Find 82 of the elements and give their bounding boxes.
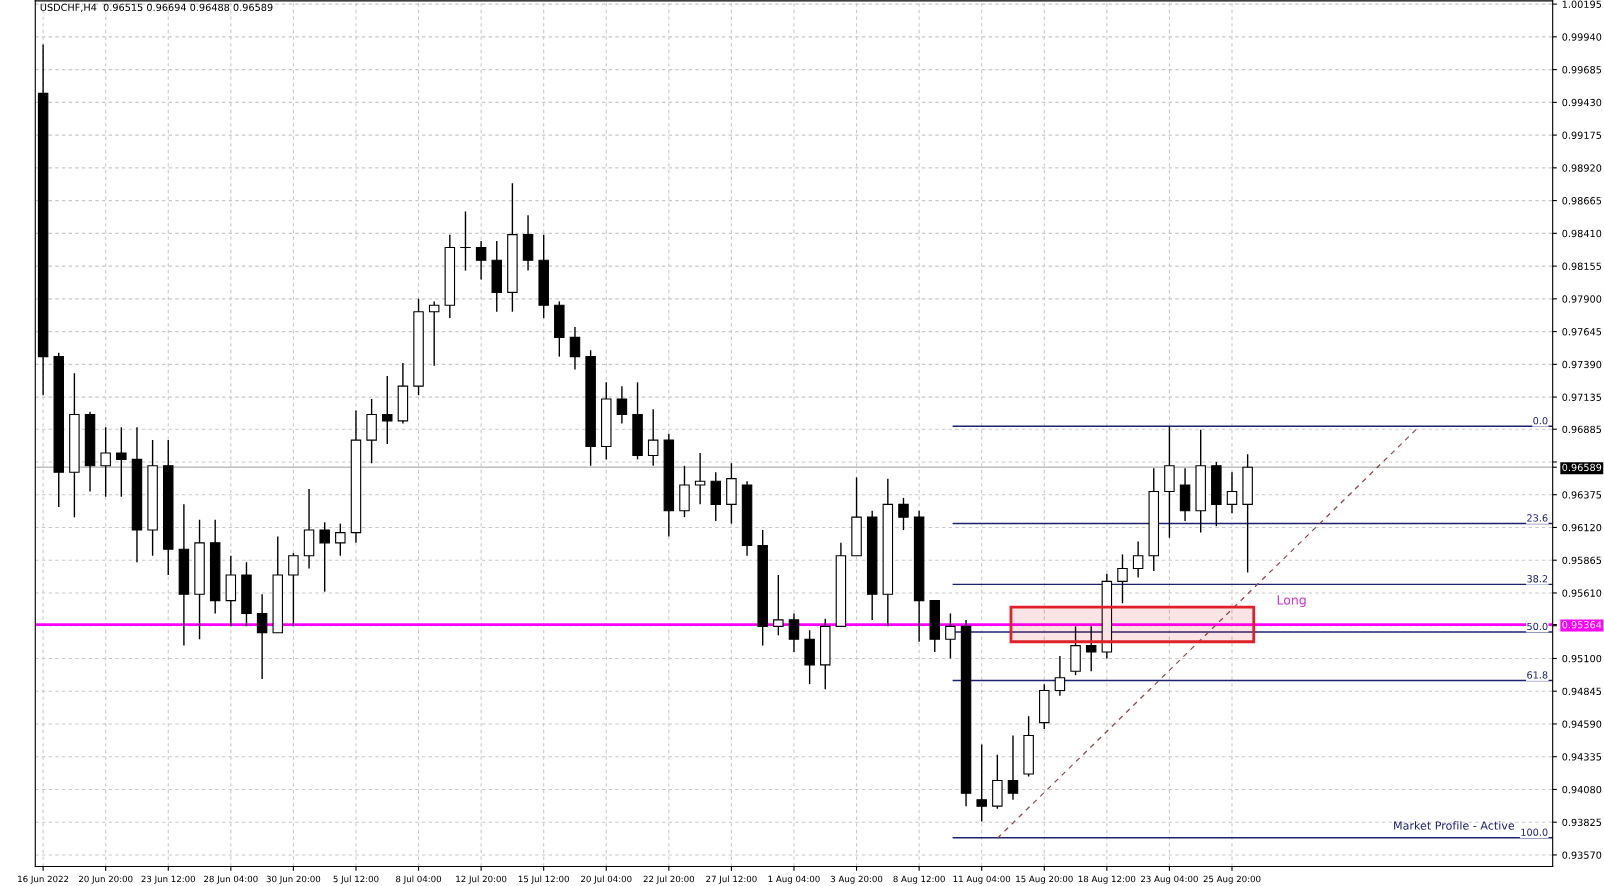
candlestick [116, 426, 127, 498]
x-tick-label: 22 Jul 20:00 [643, 875, 695, 884]
y-tick-label: 0.93825 [1562, 818, 1602, 827]
y-tick-label: 0.94845 [1562, 687, 1602, 696]
x-tick-label: 20 Jul 04:00 [581, 875, 632, 884]
y-tick-label: 0.97900 [1562, 295, 1602, 303]
candlestick [788, 612, 800, 653]
y-tick-label: 0.98665 [1562, 197, 1602, 205]
x-tick-label: 5 Jul 12:00 [333, 875, 379, 884]
candlestick [647, 408, 659, 467]
annotation: 0.0 [1533, 417, 1548, 425]
y-tick-label: 0.95865 [1562, 556, 1602, 565]
candlestick [945, 612, 956, 660]
x-tick-label: 15 Jul 12:00 [518, 875, 569, 884]
x-tick-label: 8 Jul 04:00 [396, 875, 442, 884]
candlestick [382, 375, 393, 445]
y-tick-label: 0.94335 [1562, 753, 1602, 761]
y-tick-label: 0.96589 [1562, 463, 1602, 472]
candlestick [976, 743, 987, 823]
candlestick [1085, 625, 1097, 672]
y-tick-label: 0.95364 [1562, 621, 1602, 629]
candlestick [335, 522, 346, 557]
band-label: Long [1277, 595, 1306, 608]
x-tick-label: 3 Aug 20:00 [830, 875, 883, 884]
candlestick [898, 497, 909, 531]
y-tick-label: 0.96120 [1562, 523, 1602, 532]
x-tick-label: 16 Jun 2022 [18, 875, 69, 884]
y-tick-label: 0.97135 [1562, 393, 1602, 401]
x-tick-label: 23 Aug 04:00 [1141, 875, 1198, 884]
y-tick-label: 1.00195 [1562, 0, 1602, 8]
y-tick-label: 0.94080 [1562, 785, 1602, 794]
y-tick-label: 0.96885 [1562, 425, 1602, 434]
y-tick-label: 0.99430 [1562, 98, 1602, 107]
x-tick-label: 11 Aug 04:00 [953, 875, 1011, 884]
y-tick-label: 0.99175 [1562, 131, 1602, 139]
annotation: 38.2 [1527, 575, 1548, 583]
candlestick [288, 552, 299, 628]
annotation: 61.8 [1527, 671, 1548, 679]
y-tick-label: 0.95610 [1562, 589, 1602, 597]
candlestick [460, 210, 471, 272]
candlestick [475, 240, 487, 281]
y-tick-label: 0.99940 [1562, 33, 1602, 41]
chart-title: USDCHF,H4 0.96515 0.96694 0.96488 0.96589 [40, 3, 273, 12]
x-tick-label: 1 Aug 04:00 [768, 875, 820, 884]
candlestick [1007, 734, 1019, 801]
candlestick [319, 521, 330, 593]
x-tick-label: 25 Aug 20:00 [1203, 875, 1261, 884]
y-tick-label: 0.98920 [1562, 164, 1602, 172]
candlestick [1132, 540, 1144, 579]
annotation: Market Profile - Active [1394, 821, 1515, 830]
x-tick-label: 12 Jul 20:00 [456, 875, 507, 884]
annotation: 23.6 [1527, 514, 1548, 522]
y-tick-label: 0.99685 [1562, 66, 1602, 74]
y-tick-label: 0.94590 [1562, 720, 1602, 728]
annotation: 100.0 [1521, 828, 1548, 836]
x-tick-label: 23 Jun 12:00 [141, 875, 196, 884]
annotation: 50.0 [1527, 622, 1548, 631]
x-tick-label: 20 Jun 20:00 [78, 875, 133, 884]
x-tick-label: 15 Aug 20:00 [1016, 875, 1073, 884]
candlestick [1226, 471, 1238, 515]
candlestick [710, 471, 722, 522]
x-tick-label: 28 Jun 04:00 [204, 875, 258, 884]
y-tick-label: 0.95100 [1562, 654, 1602, 663]
x-tick-label: 27 Jul 12:00 [706, 875, 757, 884]
candlestick [256, 593, 268, 680]
y-tick-label: 0.96375 [1562, 491, 1602, 499]
y-tick-label: 0.97645 [1562, 328, 1602, 336]
y-tick-label: 0.93570 [1562, 851, 1602, 859]
y-tick-label: 0.97390 [1562, 360, 1602, 369]
candlestick [1054, 655, 1066, 697]
y-tick-label: 0.98410 [1562, 229, 1602, 238]
x-tick-label: 8 Aug 12:00 [893, 875, 945, 884]
candlestick [773, 574, 784, 637]
candlestick [428, 300, 440, 367]
candlestick [100, 426, 111, 498]
candlestick [694, 452, 706, 506]
candlestick [1117, 553, 1128, 604]
x-tick-label: 30 Jun 20:00 [266, 875, 321, 884]
x-tick-label: 18 Aug 12:00 [1078, 875, 1136, 884]
y-tick-label: 0.98155 [1562, 262, 1602, 270]
candlestick [616, 385, 628, 425]
candlestick [569, 326, 581, 371]
